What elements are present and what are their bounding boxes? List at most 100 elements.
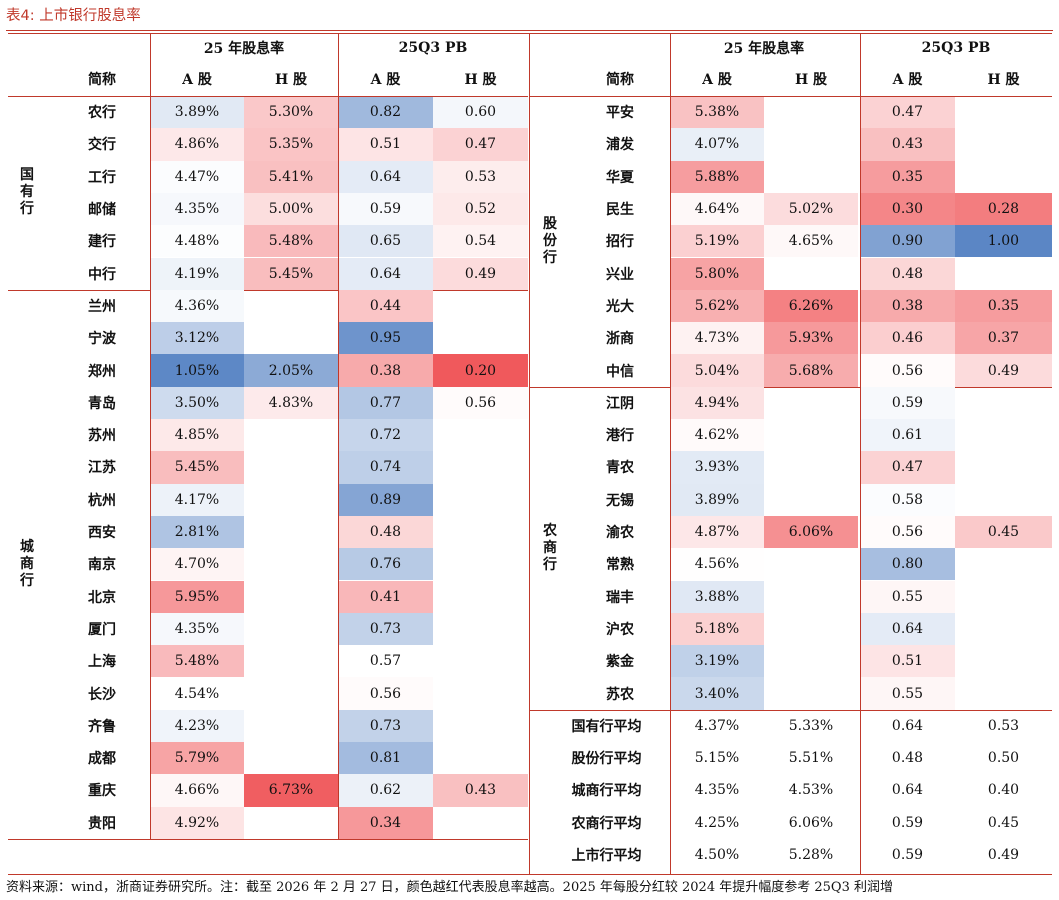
h-dividend-cell bbox=[244, 290, 338, 322]
h-dividend-cell bbox=[244, 548, 338, 580]
a-dividend-cell: 5.19% bbox=[670, 225, 764, 258]
a-pb-cell: 0.56 bbox=[338, 677, 433, 710]
rule-line bbox=[530, 709, 1052, 711]
h-dividend-cell: 5.35% bbox=[244, 128, 338, 161]
column-rule bbox=[529, 33, 530, 875]
h-dividend-cell bbox=[764, 677, 858, 709]
h-pb-cell bbox=[433, 710, 528, 742]
table-row-name: 光大 bbox=[606, 298, 634, 315]
h-pb-cell bbox=[433, 645, 528, 677]
a-pb-cell: 0.30 bbox=[860, 192, 955, 226]
a-dividend-cell: 5.95% bbox=[150, 580, 244, 613]
h-pb-cell bbox=[955, 96, 1052, 128]
a-pb-cell: 0.46 bbox=[860, 322, 955, 355]
a-pb-cell: 0.35 bbox=[860, 160, 955, 193]
a-dividend-cell: 3.40% bbox=[670, 677, 764, 710]
h-pb-cell bbox=[433, 742, 528, 774]
a-dividend-cell: 3.93% bbox=[670, 451, 764, 484]
a-pb-cell: 0.74 bbox=[338, 451, 433, 484]
h-pb-cell: 0.47 bbox=[433, 128, 528, 161]
avg-h-dividend: 5.33% bbox=[788, 717, 834, 734]
a-pb-cell: 0.77 bbox=[338, 386, 433, 419]
table-row-name: 紫金 bbox=[606, 654, 634, 671]
table-row-name: 齐鲁 bbox=[88, 718, 116, 735]
avg-a-pb: 0.64 bbox=[891, 782, 924, 799]
table-row-name: 工行 bbox=[88, 169, 116, 186]
a-pb-cell: 0.73 bbox=[338, 612, 433, 646]
table-row-name: 南京 bbox=[88, 557, 116, 574]
table-row-name: 浙商 bbox=[606, 331, 634, 348]
column-rule bbox=[338, 33, 339, 839]
column-rule bbox=[150, 33, 151, 839]
avg-a-dividend: 4.25% bbox=[694, 814, 740, 831]
average-row-name: 国有行平均 bbox=[571, 718, 642, 735]
a-dividend-cell: 3.50% bbox=[150, 386, 244, 419]
h-pb-cell bbox=[955, 419, 1052, 451]
column-rule bbox=[860, 33, 861, 875]
table-row-name: 华夏 bbox=[606, 169, 634, 186]
h-pb-cell: 0.20 bbox=[433, 354, 528, 387]
h-dividend-cell bbox=[244, 516, 338, 548]
table-row-name: 交行 bbox=[88, 137, 116, 154]
h-pb-cell bbox=[955, 387, 1052, 419]
a-dividend-cell: 4.19% bbox=[150, 257, 244, 290]
table-row-name: 中信 bbox=[606, 363, 634, 380]
avg-a-dividend: 4.37% bbox=[694, 717, 740, 734]
table-row-name: 招行 bbox=[606, 234, 634, 251]
avg-a-pb: 0.59 bbox=[891, 847, 924, 864]
table-row-name: 重庆 bbox=[88, 783, 116, 800]
a-pb-cell: 0.64 bbox=[338, 160, 433, 193]
a-pb-cell: 0.57 bbox=[338, 645, 433, 678]
h-dividend-cell: 5.45% bbox=[244, 257, 338, 290]
a-pb-cell: 0.95 bbox=[338, 322, 433, 355]
right-header-name: 简称 bbox=[606, 72, 634, 88]
h-dividend-cell bbox=[764, 387, 858, 419]
h-pb-cell: 0.37 bbox=[955, 322, 1052, 355]
h-dividend-cell bbox=[764, 96, 858, 128]
a-pb-cell: 0.56 bbox=[860, 515, 955, 549]
h-dividend-cell bbox=[764, 161, 858, 193]
h-pb-cell bbox=[433, 451, 528, 483]
h-pb-cell bbox=[955, 548, 1052, 580]
avg-h-pb: 0.49 bbox=[987, 847, 1020, 864]
h-pb-cell: 0.45 bbox=[955, 515, 1052, 549]
a-dividend-cell: 4.54% bbox=[150, 677, 244, 710]
table-row-name: 农行 bbox=[88, 105, 116, 122]
a-pb-cell: 0.80 bbox=[860, 548, 955, 581]
a-pb-cell: 0.61 bbox=[860, 419, 955, 452]
table-row-name: 贵阳 bbox=[88, 815, 116, 832]
h-pb-cell bbox=[955, 581, 1052, 613]
h-pb-cell bbox=[955, 258, 1052, 290]
a-dividend-cell: 5.48% bbox=[150, 645, 244, 678]
h-dividend-cell bbox=[244, 677, 338, 709]
h-dividend-cell bbox=[244, 419, 338, 451]
avg-a-pb: 0.64 bbox=[891, 717, 924, 734]
h-dividend-cell: 5.48% bbox=[244, 225, 338, 258]
table-row-name: 北京 bbox=[88, 589, 116, 606]
h-pb-cell: 0.60 bbox=[433, 96, 528, 129]
right-header-a-div: A 股 bbox=[702, 72, 732, 88]
h-dividend-cell bbox=[764, 613, 858, 645]
h-dividend-cell: 5.41% bbox=[244, 160, 338, 193]
a-dividend-cell: 4.35% bbox=[150, 612, 244, 646]
average-row-name: 上市行平均 bbox=[571, 848, 642, 865]
table-row-name: 西安 bbox=[88, 525, 116, 542]
left-header-h-div: H 股 bbox=[274, 72, 308, 88]
h-dividend-cell bbox=[764, 128, 858, 160]
h-dividend-cell: 5.93% bbox=[764, 322, 858, 355]
h-pb-cell: 0.43 bbox=[433, 774, 528, 807]
a-dividend-cell: 4.87% bbox=[670, 515, 764, 549]
a-dividend-cell: 4.35% bbox=[150, 192, 244, 226]
h-dividend-cell bbox=[244, 807, 338, 839]
a-dividend-cell: 2.81% bbox=[150, 515, 244, 549]
h-dividend-cell bbox=[764, 484, 858, 516]
table-row-name: 民生 bbox=[606, 202, 634, 219]
right-header-div-yield: 25 年股息率 bbox=[723, 41, 805, 57]
h-dividend-cell: 6.26% bbox=[764, 289, 858, 323]
page-title: 表4: 上市银行股息率 bbox=[6, 8, 141, 24]
a-dividend-cell: 5.62% bbox=[670, 289, 764, 323]
a-pb-cell: 0.47 bbox=[860, 451, 955, 484]
a-dividend-cell: 3.89% bbox=[150, 96, 244, 129]
h-pb-cell bbox=[955, 645, 1052, 677]
h-dividend-cell: 5.02% bbox=[764, 192, 858, 226]
